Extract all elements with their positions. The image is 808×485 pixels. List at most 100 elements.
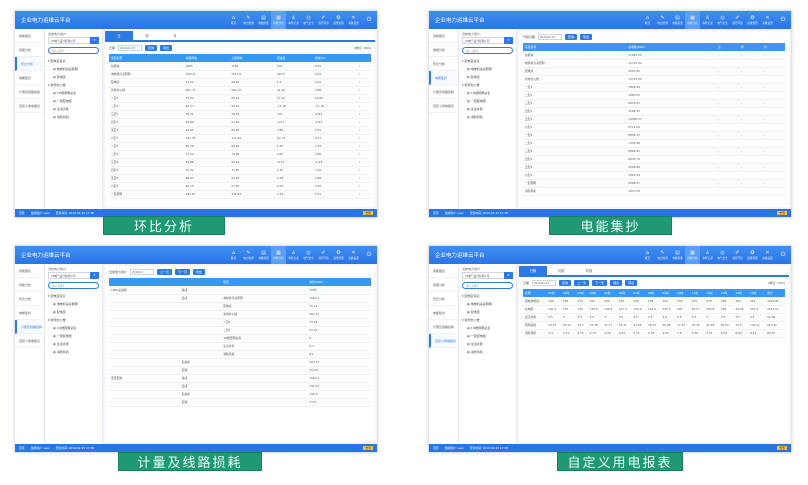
home-link[interactable]: 首页 bbox=[19, 446, 25, 450]
nav-item[interactable]: ✎ 电力监测 bbox=[655, 11, 670, 29]
nav-item[interactable]: ✕ 系统设置 bbox=[346, 246, 361, 264]
toolbar-button[interactable]: 导出 bbox=[193, 269, 206, 275]
nav-item[interactable]: ▦ 用能分析 bbox=[271, 246, 286, 264]
date-input[interactable]: 2019-02 bbox=[130, 269, 155, 275]
toolbar-button[interactable]: 下一天 bbox=[592, 280, 608, 286]
tree-node[interactable]: ▤ 一层配电柜 bbox=[467, 99, 486, 103]
tree-node[interactable]: ▤ 电梯机房总照明 bbox=[467, 302, 492, 306]
nav-item[interactable]: ✎ 电力监测 bbox=[241, 11, 256, 29]
alarm-button[interactable]: 告警 bbox=[363, 211, 373, 215]
nav-item[interactable]: ⌂ 概况 bbox=[226, 11, 241, 29]
nav-item[interactable]: ✐ 运行环境 bbox=[316, 11, 331, 29]
power-icon[interactable]: ⏻ bbox=[366, 251, 372, 258]
company-select[interactable]: XX电气设计有限公司 ⌕ bbox=[462, 272, 513, 279]
nav-item[interactable]: ◎ 电气安全 bbox=[301, 11, 316, 29]
tree-node[interactable]: ▤ 电梯机房总照明 bbox=[53, 67, 78, 71]
sidebar-item[interactable]: 用能分析 bbox=[429, 278, 458, 292]
search-icon[interactable]: ⌕ bbox=[504, 272, 513, 279]
sidebar-item[interactable]: 用能分析 bbox=[15, 278, 44, 292]
sidebar-item[interactable]: 用能报表 bbox=[429, 29, 458, 43]
sidebar-item[interactable]: 用能报表 bbox=[15, 264, 44, 278]
sidebar-item[interactable]: 自定义用电报表 bbox=[15, 334, 44, 348]
sidebar-item[interactable]: 电能集抄 bbox=[15, 306, 44, 320]
date-input[interactable]: 2019-02-15 bbox=[118, 45, 143, 51]
nav-item[interactable]: ✐ 运行环境 bbox=[316, 246, 331, 264]
nav-item[interactable]: ▦ 用能分析 bbox=[685, 246, 700, 264]
power-icon[interactable]: ⏻ bbox=[366, 16, 372, 23]
nav-item[interactable]: ▤ 电能质量 bbox=[670, 246, 685, 264]
tree-node[interactable]: ▾ 新增办公楼 bbox=[462, 318, 480, 322]
tree-node[interactable]: ▤ 1#楼照明总表 bbox=[53, 326, 77, 330]
tree-node[interactable]: ▾ 配电室总表 bbox=[48, 294, 66, 298]
toolbar-button[interactable]: 上一月 bbox=[157, 269, 173, 275]
sidebar-item[interactable]: 自定义用电报表 bbox=[15, 99, 44, 113]
tree-node[interactable]: ▾ 配电室总表 bbox=[462, 59, 480, 63]
sidebar-item[interactable]: 环比分析 bbox=[429, 292, 458, 306]
power-icon[interactable]: ⏻ bbox=[780, 251, 786, 258]
tree-node[interactable]: ▾ 新增办公楼 bbox=[48, 83, 66, 87]
toolbar-button[interactable]: 导出 bbox=[160, 45, 173, 51]
tree-node[interactable]: ▤ 一层配电柜 bbox=[53, 334, 72, 338]
nav-item[interactable]: ✕ 系统设置 bbox=[760, 246, 775, 264]
sidebar-item[interactable]: 计量及线路损耗 bbox=[15, 85, 44, 99]
home-link[interactable]: 首页 bbox=[19, 211, 25, 215]
tree-search-input[interactable]: 输入关键字 bbox=[48, 47, 99, 54]
tree-search-input[interactable]: 输入关键字 bbox=[48, 282, 99, 289]
nav-item[interactable]: ▦ 用能分析 bbox=[685, 11, 700, 29]
tree-search-input[interactable]: 输入关键字 bbox=[462, 47, 513, 54]
sidebar-item[interactable]: 自定义用电报表 bbox=[429, 334, 458, 348]
sidebar-item[interactable]: 用能分析 bbox=[429, 43, 458, 57]
tab[interactable]: 月报 bbox=[557, 269, 565, 273]
sidebar-item[interactable]: 环比分析 bbox=[15, 57, 44, 71]
sidebar-item[interactable]: 自定义用电报表 bbox=[429, 99, 458, 113]
toolbar-button[interactable]: 查询 bbox=[145, 45, 158, 51]
tree-node[interactable]: ▤ 生活水泵 bbox=[53, 342, 69, 346]
tree-node[interactable]: ▤ 生活水泵 bbox=[53, 107, 69, 111]
alarm-button[interactable]: 告警 bbox=[363, 446, 373, 450]
tree-node[interactable]: ▾ 新增办公楼 bbox=[462, 83, 480, 87]
home-link[interactable]: 首页 bbox=[433, 211, 439, 215]
search-icon[interactable]: ⌕ bbox=[504, 37, 513, 44]
tree-node[interactable]: ▾ 配电室总表 bbox=[48, 59, 66, 63]
tab[interactable]: 周 bbox=[145, 34, 149, 38]
sidebar-item[interactable]: 电能集抄 bbox=[429, 71, 458, 85]
tree-node[interactable]: ▤ 消防风机 bbox=[53, 115, 69, 119]
toolbar-button[interactable]: 查询 bbox=[565, 34, 578, 40]
sidebar-item[interactable]: 环比分析 bbox=[15, 292, 44, 306]
toolbar-button[interactable]: 查询 bbox=[559, 280, 572, 286]
tree-node[interactable]: ▤ 消防风机 bbox=[53, 350, 69, 354]
tab[interactable]: 年报 bbox=[585, 269, 593, 273]
nav-item[interactable]: ◎ 电气安全 bbox=[715, 11, 730, 29]
nav-item[interactable]: ▤ 电能质量 bbox=[256, 11, 271, 29]
toolbar-button[interactable]: 报表 bbox=[610, 280, 623, 286]
sidebar-item[interactable]: 计量及线路损耗 bbox=[429, 85, 458, 99]
tree-node[interactable]: ▤ 1#楼照明总表 bbox=[467, 91, 491, 95]
search-icon[interactable]: ⌕ bbox=[90, 272, 99, 279]
sidebar-item[interactable]: 环比分析 bbox=[429, 57, 458, 71]
tab[interactable]: 月 bbox=[173, 34, 177, 38]
home-link[interactable]: 首页 bbox=[433, 446, 439, 450]
tree-node[interactable]: ▤ 一层配电柜 bbox=[467, 334, 486, 338]
tree-node[interactable]: ▾ 配电室总表 bbox=[462, 294, 480, 298]
tree-node[interactable]: ▤ 电梯机房总照明 bbox=[53, 302, 78, 306]
date-input[interactable]: 2019-02-15 bbox=[538, 34, 563, 40]
alarm-button[interactable]: 告警 bbox=[777, 211, 787, 215]
tab[interactable]: 日 bbox=[105, 31, 133, 40]
tree-node[interactable]: ▤ 电梯机房总照明 bbox=[467, 67, 492, 71]
toolbar-button[interactable]: 导出 bbox=[580, 34, 593, 40]
power-icon[interactable]: ⏻ bbox=[780, 16, 786, 23]
sidebar-item[interactable]: 计量及线路损耗 bbox=[429, 320, 458, 334]
sidebar-item[interactable]: 电能集抄 bbox=[15, 71, 44, 85]
tree-node[interactable]: ▤ 消防风机 bbox=[467, 115, 483, 119]
tab[interactable]: 日报 bbox=[519, 266, 547, 275]
tree-node[interactable]: ▾ 新增办公楼 bbox=[48, 318, 66, 322]
nav-item[interactable]: ✕ 系统设置 bbox=[760, 11, 775, 29]
nav-item[interactable]: ▤ 电能质量 bbox=[670, 11, 685, 29]
sidebar-item[interactable]: 计量及线路损耗 bbox=[15, 320, 44, 334]
nav-item[interactable]: ❂ 运维管理 bbox=[331, 246, 346, 264]
alarm-button[interactable]: 告警 bbox=[777, 446, 787, 450]
company-select[interactable]: XX电气设计有限公司 ⌕ bbox=[48, 37, 99, 44]
toolbar-button[interactable]: 导出 bbox=[625, 280, 638, 286]
tree-node[interactable]: ▤ 生活水泵 bbox=[467, 342, 483, 346]
tree-node[interactable]: ▤ 1#楼照明总表 bbox=[467, 326, 491, 330]
